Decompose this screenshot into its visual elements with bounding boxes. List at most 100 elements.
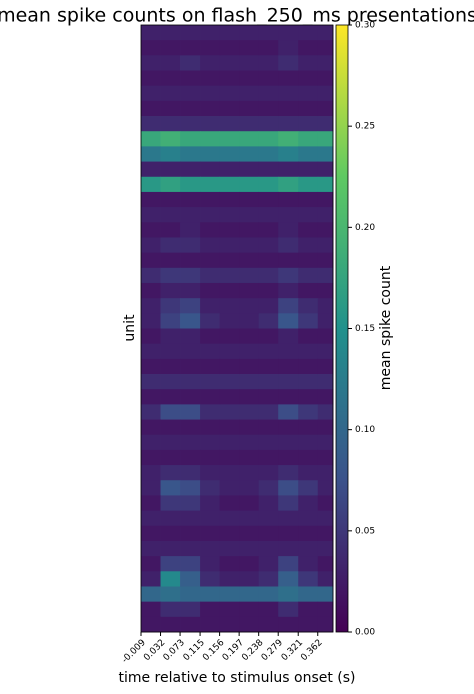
heatmap-cell <box>200 343 221 360</box>
heatmap-cell <box>200 313 221 329</box>
heatmap-cell <box>219 282 240 299</box>
heatmap-cell <box>258 131 279 147</box>
heatmap-cell <box>160 55 181 71</box>
heatmap-cell <box>160 298 181 314</box>
heatmap-cell <box>180 131 201 147</box>
heatmap-cell <box>258 282 279 299</box>
heatmap-cell <box>141 571 161 587</box>
heatmap-cell <box>200 328 221 345</box>
heatmap-cell <box>298 343 319 360</box>
heatmap-cell <box>180 161 201 178</box>
heatmap-cell <box>141 358 161 375</box>
heatmap-cell <box>219 70 240 87</box>
heatmap-cell <box>317 616 334 633</box>
heatmap-cell <box>298 267 319 284</box>
heatmap-cell <box>239 374 260 390</box>
heatmap-cell <box>298 40 319 56</box>
heatmap-cell <box>278 146 299 162</box>
heatmap-cell <box>239 540 260 557</box>
heatmap-cell <box>160 267 181 284</box>
heatmap-cell <box>317 601 334 618</box>
heatmap-cell <box>141 116 161 132</box>
heatmap-cell <box>160 495 181 511</box>
heatmap-cell <box>141 328 161 345</box>
heatmap-cell <box>200 100 221 117</box>
heatmap-cell <box>317 237 334 254</box>
heatmap-cell <box>239 100 260 117</box>
heatmap-cell <box>317 419 334 436</box>
heatmap-cell <box>160 146 181 162</box>
heatmap-cell <box>317 176 334 193</box>
heatmap-cell <box>160 313 181 329</box>
heatmap-cell <box>160 116 181 132</box>
heatmap-cell <box>180 449 201 466</box>
heatmap-cell <box>258 358 279 375</box>
heatmap-cell <box>278 328 299 345</box>
heatmap-cell <box>278 556 299 572</box>
heatmap-cell <box>258 510 279 527</box>
heatmap-cell <box>219 131 240 147</box>
chart-title: mean spike counts on flash_250_ms presen… <box>0 5 474 27</box>
heatmap-cell <box>278 525 299 542</box>
heatmap-cell <box>219 556 240 572</box>
heatmap-cell <box>219 571 240 587</box>
colorbar-tick-label: 0.30 <box>355 21 375 31</box>
heatmap-cell <box>239 131 260 147</box>
heatmap-cell <box>219 298 240 314</box>
heatmap-cell <box>298 495 319 511</box>
heatmap-cell <box>180 510 201 527</box>
heatmap-cell <box>219 161 240 178</box>
heatmap-cell <box>317 55 334 71</box>
x-tick-label: 0.362 <box>299 638 324 663</box>
heatmap-cell <box>298 465 319 481</box>
heatmap-cell <box>239 25 260 41</box>
heatmap-cell <box>239 207 260 223</box>
heatmap-cell <box>219 116 240 132</box>
heatmap-cell <box>180 358 201 375</box>
heatmap-cell <box>317 556 334 572</box>
heatmap-cell <box>298 282 319 299</box>
heatmap-cell <box>219 343 240 360</box>
heatmap-cell <box>258 556 279 572</box>
heatmap-cell <box>180 540 201 557</box>
heatmap-cell <box>239 449 260 466</box>
heatmap-cell <box>298 55 319 71</box>
heatmap-cell <box>278 55 299 71</box>
heatmap-cell <box>160 510 181 527</box>
heatmap-cell <box>200 176 221 193</box>
heatmap-cell <box>278 298 299 314</box>
heatmap-cell <box>200 70 221 87</box>
heatmap-cell <box>180 70 201 87</box>
heatmap-cell <box>239 161 260 178</box>
heatmap-cell <box>239 571 260 587</box>
heatmap-cell <box>141 100 161 117</box>
heatmap-cell <box>219 252 240 269</box>
heatmap-cell <box>258 55 279 71</box>
heatmap-cell <box>298 191 319 208</box>
colorbar <box>335 24 349 633</box>
heatmap-cell <box>160 389 181 405</box>
heatmap-cell <box>160 70 181 87</box>
heatmap-cell <box>239 495 260 511</box>
heatmap-cell <box>278 540 299 557</box>
heatmap-cell <box>180 222 201 238</box>
heatmap-cell <box>317 100 334 117</box>
heatmap-cell <box>258 465 279 481</box>
heatmap-cell <box>258 404 279 420</box>
heatmap-cell <box>278 100 299 117</box>
heatmap-cell <box>278 40 299 56</box>
heatmap-cell <box>239 176 260 193</box>
heatmap-cell <box>298 540 319 557</box>
heatmap-cell <box>219 176 240 193</box>
heatmap-cell <box>200 222 221 238</box>
heatmap-cell <box>298 298 319 314</box>
heatmap-cell <box>160 586 181 603</box>
heatmap-cell <box>219 207 240 223</box>
heatmap-cell <box>258 343 279 360</box>
heatmap-cell <box>239 55 260 71</box>
heatmap-cell <box>200 540 221 557</box>
heatmap-cell <box>200 55 221 71</box>
heatmap-cell <box>239 556 260 572</box>
heatmap-cell <box>298 525 319 542</box>
heatmap-cell <box>200 161 221 178</box>
